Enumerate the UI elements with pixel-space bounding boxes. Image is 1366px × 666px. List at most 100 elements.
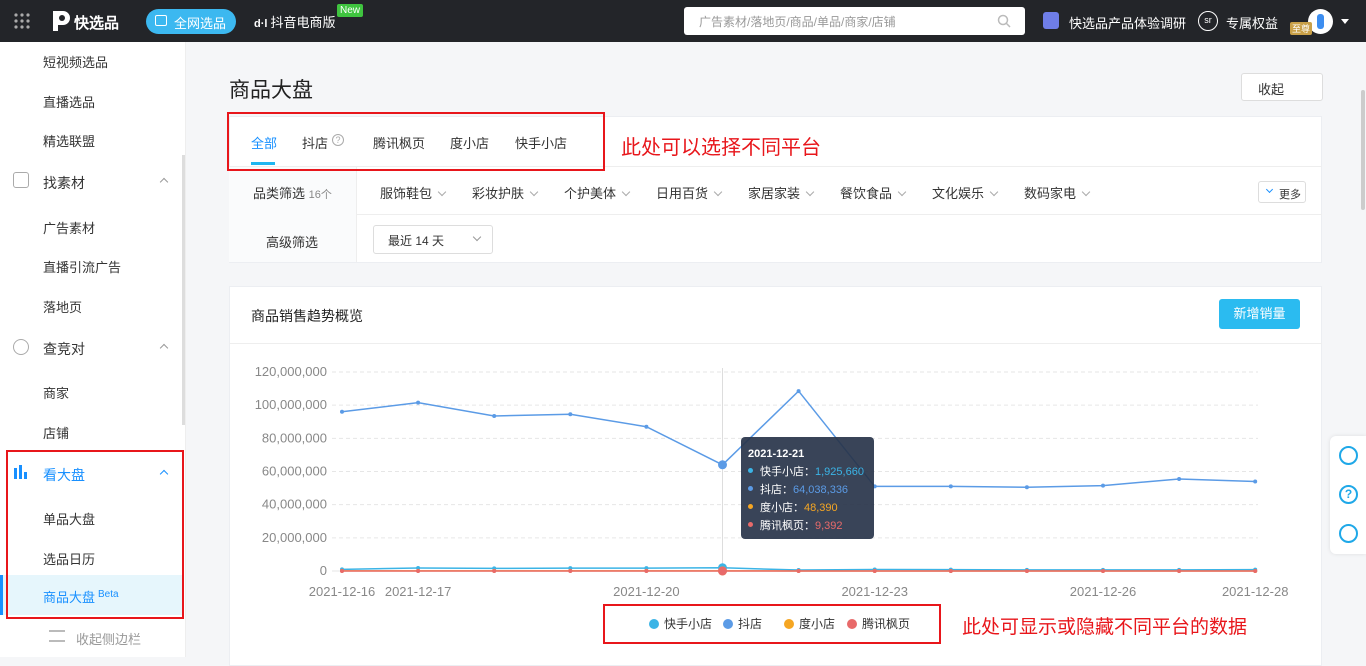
vip-link[interactable]: 专属权益 (1226, 13, 1278, 32)
data-point (1025, 569, 1029, 573)
y-tick-label: 20,000,000 (262, 530, 327, 545)
collapse-icon (49, 630, 65, 642)
menu-item[interactable]: 直播引流广告 (43, 257, 121, 276)
filter-category[interactable]: 个护美体 (564, 183, 629, 202)
filter-category[interactable]: 文化娱乐 (932, 183, 997, 202)
data-point (568, 569, 572, 573)
apps-icon[interactable] (14, 13, 30, 29)
tooltip: 2021-12-21 快手小店1,925,660抖店64,038,336度小店4… (741, 437, 874, 539)
filter-category[interactable]: 数码家电 (1024, 183, 1089, 202)
tooltip-row: 腾讯枫页9,392 (748, 517, 867, 535)
tooltip-row: 抖店64,038,336 (748, 481, 867, 499)
tooltip-series: 腾讯枫页 (760, 520, 815, 532)
data-point (416, 401, 420, 405)
menu-group[interactable]: 查竞对 (43, 339, 85, 359)
data-point (416, 569, 420, 573)
data-point (1177, 569, 1181, 573)
filter-category[interactable]: 服饰鞋包 (380, 183, 445, 202)
x-tick-label: 2021-12-23 (841, 584, 908, 599)
group-caret[interactable] (160, 344, 168, 352)
data-point (492, 569, 496, 573)
advanced-label: 高级筛选 (266, 232, 318, 251)
data-point (340, 410, 344, 414)
collapse-button[interactable]: 收起 (1241, 73, 1323, 101)
nav-icon (155, 15, 167, 26)
data-point (873, 569, 877, 573)
y-tick-label: 0 (320, 563, 327, 578)
y-tick-label: 100,000,000 (255, 397, 327, 412)
x-tick-label: 2021-12-20 (613, 584, 680, 599)
menu-item[interactable]: 直播选品 (43, 92, 95, 111)
search-box[interactable]: 广告素材/落地页/商品/单品/商家/店铺 (684, 7, 1025, 35)
tooltip-row: 快手小店1,925,660 (748, 463, 867, 481)
nav-douyin[interactable]: d·l 抖音电商版 (254, 12, 336, 31)
more-button[interactable]: 更多 (1258, 181, 1306, 203)
data-point (340, 569, 344, 573)
collapse-button-label[interactable]: 收起 (1258, 82, 1284, 97)
new-badge: New (337, 4, 363, 17)
nav-active-label[interactable]: 全网选品 (174, 16, 226, 31)
tooltip-dot (748, 486, 753, 491)
brand[interactable]: 快选品 (74, 12, 119, 33)
page-scrollbar (1361, 90, 1365, 210)
data-point (797, 389, 801, 393)
menu-item[interactable]: 商家 (43, 383, 69, 402)
annotation: 此处可以选择不同平台 (621, 131, 821, 160)
panel-button[interactable]: 新增销量 (1219, 299, 1300, 329)
float-tools: ? (1330, 436, 1366, 554)
tooltip-dot (748, 504, 753, 509)
data-point (1253, 569, 1257, 573)
survey-icon (1043, 12, 1059, 29)
help-tool[interactable]: ? (1339, 485, 1358, 504)
data-point (568, 412, 572, 416)
period-select-value[interactable]: 最近 14 天 (388, 234, 444, 248)
vip-icon: sr (1198, 11, 1218, 31)
menu-group[interactable]: 找素材 (43, 173, 85, 193)
x-tick-label: 2021-12-26 (1070, 584, 1137, 599)
search-icon[interactable] (997, 14, 1011, 28)
menu-item[interactable]: 短视频选品 (43, 52, 108, 71)
data-point (1101, 484, 1105, 488)
collapse-sidebar[interactable]: 收起侧边栏 (76, 629, 141, 648)
tooltip-dot (748, 522, 753, 527)
group-caret[interactable] (160, 178, 168, 186)
filter-category[interactable]: 餐饮食品 (840, 183, 905, 202)
tooltip-row: 度小店48,390 (748, 499, 867, 517)
y-tick-label: 40,000,000 (262, 497, 327, 512)
avatar-caret[interactable] (1341, 19, 1349, 28)
tooltip-dot (748, 468, 753, 473)
avatar-figure (1317, 14, 1324, 29)
vip-badge: 至尊 (1290, 22, 1312, 35)
link-tool[interactable] (1339, 446, 1358, 465)
menu-item[interactable]: 落地页 (43, 297, 82, 316)
filter-category[interactable]: 日用百货 (656, 183, 721, 202)
filter-category[interactable]: 家居家装 (748, 183, 813, 202)
nav-douyin-label[interactable]: 抖音电商版 (271, 15, 336, 30)
group-icon (13, 172, 29, 188)
top-bar: 快选品 全网选品 d·l 抖音电商版 New 广告素材/落地页/商品/单品/商家… (0, 0, 1366, 42)
data-point (1101, 569, 1105, 573)
data-point (492, 414, 496, 418)
highlight-box (603, 604, 941, 644)
data-point (1025, 485, 1029, 489)
survey-link[interactable]: 快选品产品体验调研 (1069, 13, 1186, 32)
annotation: 此处可显示或隐藏不同平台的数据 (962, 612, 1247, 639)
data-point (949, 484, 953, 488)
highlight-box (6, 450, 184, 619)
filter-category[interactable]: 彩妆护肤 (472, 183, 537, 202)
douyin-icon: d·l (254, 18, 271, 30)
menu-item[interactable]: 精选联盟 (43, 131, 95, 150)
tooltip-value: 64,038,336 (793, 484, 848, 496)
menu-item[interactable]: 广告素材 (43, 218, 95, 237)
search-placeholder: 广告素材/落地页/商品/单品/商家/店铺 (699, 15, 896, 29)
filter-label: 品类筛选 16个 (253, 183, 332, 202)
filter-label-text: 品类筛选 (253, 186, 305, 201)
group-icon (13, 339, 29, 355)
data-point (718, 460, 727, 469)
menu-item[interactable]: 店铺 (43, 423, 69, 442)
x-tick-label: 2021-12-16 (309, 584, 376, 599)
tooltip-series: 快手小店 (760, 466, 815, 478)
more-label[interactable]: 更多 (1279, 189, 1301, 201)
chat-tool[interactable] (1339, 524, 1358, 543)
